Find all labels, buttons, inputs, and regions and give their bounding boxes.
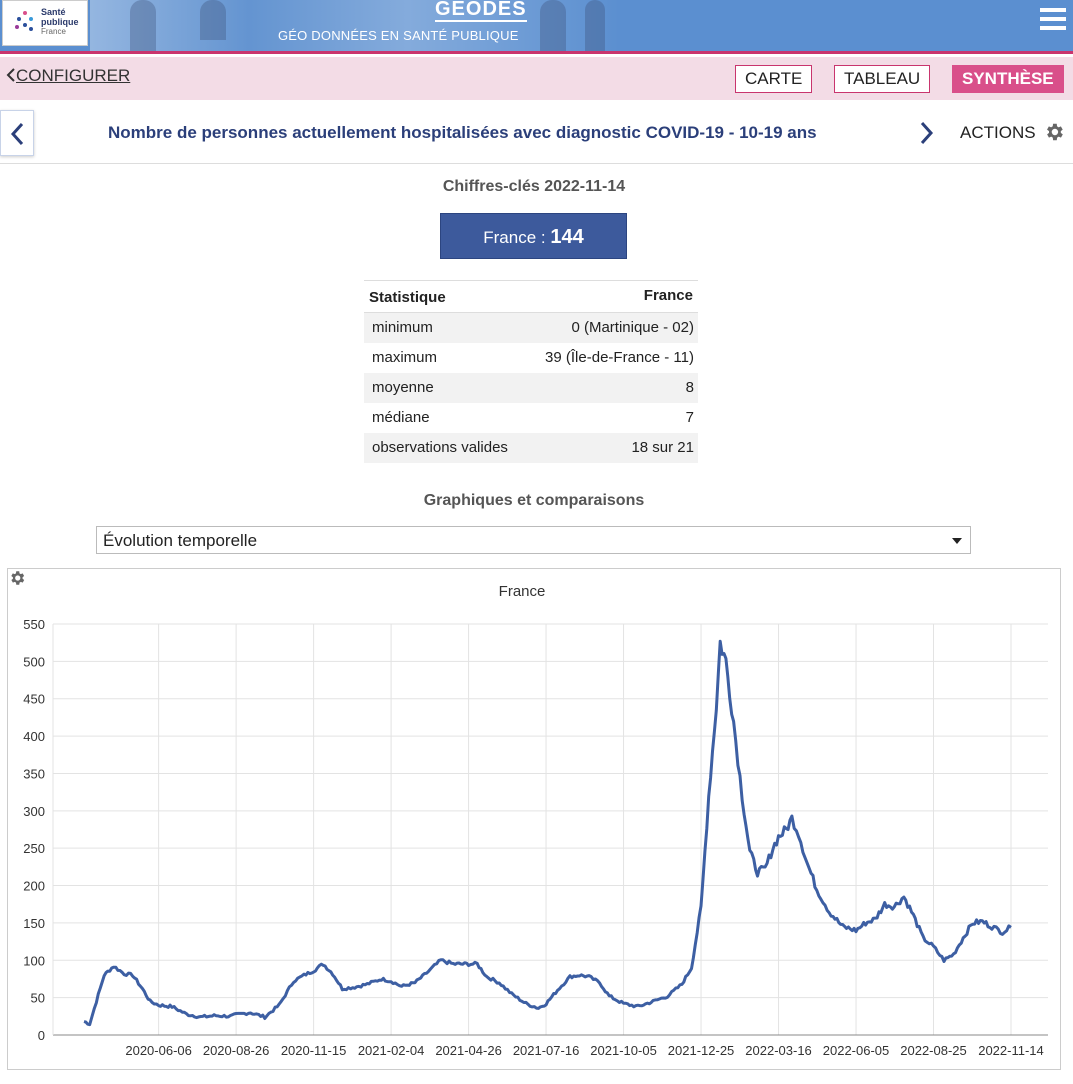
banner-figure	[130, 0, 156, 51]
stat-name: médiane	[372, 409, 430, 426]
next-indicator-button[interactable]	[914, 118, 938, 148]
graphs-title: Graphiques et comparaisons	[423, 492, 645, 509]
table-header-row: Statistique France	[364, 280, 698, 313]
chevron-right-icon	[920, 121, 934, 145]
x-tick-label: 2020-11-15	[281, 1043, 347, 1058]
tab-tableau[interactable]: TABLEAU	[834, 65, 931, 93]
x-tick-label: 2022-06-05	[823, 1043, 890, 1058]
france-value: 144	[550, 226, 584, 248]
stat-value: 39 (Île-de-France - 11)	[545, 349, 694, 366]
stat-name: observations valides	[364, 432, 524, 463]
stat-value: 7	[685, 409, 694, 426]
stat-name: maximum	[372, 349, 438, 366]
stat-value: 8	[523, 372, 698, 403]
x-tick-label: 2021-04-26	[435, 1043, 502, 1058]
x-tick-label: 2020-08-26	[203, 1043, 270, 1058]
tab-synthese[interactable]: SYNTHÈSE	[952, 65, 1064, 93]
y-tick-label: 450	[23, 692, 45, 707]
table-row: moyenne 8	[364, 372, 698, 403]
time-series-chart: France 0 50 100 150 200 250 300 350 400 450 500 550 2…	[7, 568, 1061, 1070]
stat-name: moyenne	[364, 372, 524, 403]
y-tick-label: 350	[23, 766, 45, 781]
france-label: France :	[483, 228, 551, 247]
x-tick-label: 2021-12-25	[668, 1043, 735, 1058]
x-tick-label: 2021-02-04	[358, 1043, 425, 1058]
configurer-link[interactable]: CONFIGURER	[6, 66, 130, 86]
y-tick-label: 150	[23, 916, 45, 931]
x-tick-label: 2021-10-05	[590, 1043, 657, 1058]
graph-type-select[interactable]: Évolution temporelle	[96, 526, 971, 554]
logo-dots-icon	[15, 11, 37, 35]
banner-figure	[200, 0, 226, 40]
app-title: GÉODES	[435, 0, 527, 22]
y-tick-label: 200	[23, 879, 45, 894]
column-header: France	[523, 280, 698, 313]
indicator-title-row: Nombre de personnes actuellement hospita…	[0, 100, 1073, 164]
series-line-france	[83, 639, 1012, 1027]
tab-carte[interactable]: CARTE	[735, 65, 813, 93]
y-tick-label: 400	[23, 729, 45, 744]
caret-down-icon	[952, 538, 962, 544]
chevron-left-icon	[10, 122, 24, 146]
france-value-box: France : 144	[440, 213, 627, 259]
column-header: Statistique	[364, 280, 524, 313]
view-toolbar: CONFIGURER CARTE TABLEAU SYNTHÈSE	[0, 57, 1073, 100]
header-banner: Santé publique France GÉODES GÉO DONNÉES…	[0, 0, 1073, 54]
gear-icon[interactable]	[1043, 121, 1065, 143]
x-tick-label: 2022-11-14	[978, 1043, 1044, 1058]
logo-text: Santé publique France	[41, 7, 79, 36]
y-tick-label: 550	[23, 617, 45, 632]
chevron-left-icon	[6, 68, 15, 82]
banner-figure	[540, 0, 566, 51]
synthese-content: Chiffres-clés 2022-11-14 France : 144 St…	[0, 165, 1073, 1084]
chart-settings-gear-icon[interactable]	[8, 569, 26, 587]
x-tick-label: 2022-03-16	[745, 1043, 812, 1058]
table-row: observations valides 18 sur 21	[364, 432, 698, 463]
y-tick-label: 300	[23, 804, 45, 819]
x-tick-label: 2020-06-06	[125, 1043, 192, 1058]
indicator-title: Nombre de personnes actuellement hospita…	[108, 123, 817, 142]
chart-title: France	[499, 583, 546, 600]
chart-svg: France 0 50 100 150 200 250 300 350 400 450 500 550 2…	[23, 583, 1048, 1058]
table-row: maximum 39 (Île-de-France - 11)	[364, 343, 698, 373]
stat-name: minimum	[364, 312, 524, 343]
banner-figure	[585, 0, 605, 51]
select-value: Évolution temporelle	[103, 531, 258, 550]
stat-value: 18 sur 21	[523, 432, 698, 463]
y-tick-label: 500	[23, 654, 45, 669]
banner-photo	[90, 0, 620, 51]
hamburger-icon[interactable]	[1040, 8, 1066, 34]
y-tick-label: 100	[23, 953, 45, 968]
previous-indicator-button[interactable]	[0, 110, 34, 156]
app-subtitle: GÉO DONNÉES EN SANTÉ PUBLIQUE	[278, 28, 519, 43]
y-tick-label: 0	[38, 1028, 45, 1043]
x-tick-label: 2021-07-16	[513, 1043, 580, 1058]
key-figures-title: Chiffres-clés 2022-11-14	[442, 178, 626, 195]
stat-value: 0 (Martinique - 02)	[523, 312, 698, 343]
y-tick-label: 50	[31, 991, 45, 1006]
y-tick-label: 250	[23, 841, 45, 856]
sante-publique-logo[interactable]: Santé publique France	[2, 0, 88, 46]
statistics-table: Statistique France minimum 0 (Martinique…	[364, 280, 698, 463]
actions-menu[interactable]: ACTIONS	[960, 123, 1036, 142]
x-tick-label: 2022-08-25	[900, 1043, 967, 1058]
table-row: minimum 0 (Martinique - 02)	[364, 312, 698, 343]
table-row: médiane 7	[364, 403, 698, 433]
